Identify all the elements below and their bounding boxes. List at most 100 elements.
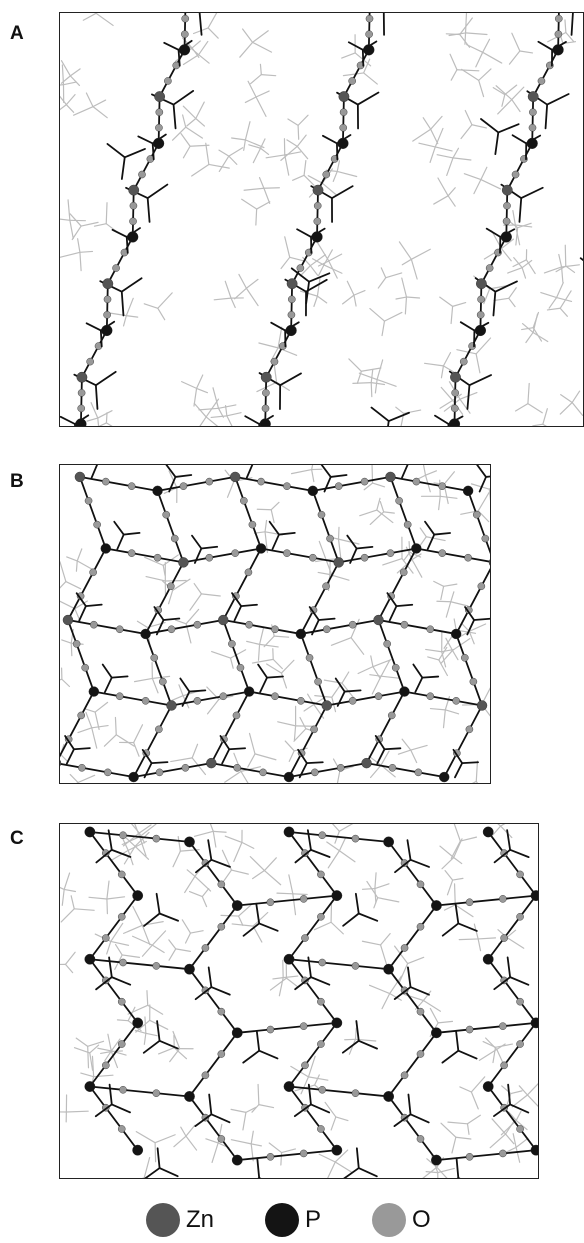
background-bond [521, 267, 527, 279]
background-bond [64, 951, 76, 966]
background-bond [370, 655, 374, 668]
background-bond [565, 31, 575, 43]
phosphate-bond [75, 592, 87, 608]
phosphate-bond [354, 892, 360, 915]
background-bond [292, 893, 308, 896]
background-bond [127, 1004, 149, 1015]
background-bond [460, 124, 473, 140]
oxygen-atom [313, 201, 322, 210]
background-bond [141, 924, 151, 946]
background-bond [361, 940, 382, 946]
background-bond [478, 79, 485, 98]
background-bond [257, 1083, 260, 1106]
oxygen-atom [516, 997, 524, 1006]
phosphorus-atom [331, 1017, 343, 1029]
background-bond [85, 92, 94, 108]
background-bond [98, 422, 108, 426]
oxygen-atom [155, 123, 163, 132]
oxygen-atom [217, 1050, 226, 1058]
phosphate-bond [293, 1103, 312, 1118]
atom-legend: Zn P O [0, 1200, 584, 1240]
legend-item-p: P [265, 1200, 321, 1240]
background-bond [123, 924, 143, 934]
background-bond [478, 68, 492, 81]
phosphate-bond [394, 858, 412, 874]
background-bond [212, 387, 220, 409]
phosphate-bond [110, 675, 129, 679]
phosphate-bond [434, 414, 450, 425]
phosphate-bond [84, 603, 103, 608]
oxygen-atom [152, 834, 161, 843]
background-bond [207, 27, 219, 39]
oxygen-atom [112, 264, 120, 272]
oxygen-atom [387, 711, 396, 720]
phosphate-bond [478, 476, 487, 493]
zinc-atom [128, 184, 140, 196]
phosphate-bond [110, 1103, 131, 1114]
background-bond [157, 1047, 175, 1055]
background-bond [458, 938, 479, 941]
background-bond [259, 147, 270, 156]
phosphorus-atom [331, 890, 343, 901]
phosphate-bond [493, 1103, 512, 1117]
background-bond [565, 265, 576, 274]
oxygen-atom [317, 912, 325, 921]
background-bond [446, 879, 454, 896]
phosphate-bond [509, 976, 530, 986]
background-bond [193, 582, 203, 595]
background-bond [229, 649, 247, 659]
phosphorus-atom [285, 324, 297, 337]
oxygen-atom [167, 582, 175, 591]
oxygen-atom [217, 1135, 226, 1143]
background-bond [177, 836, 181, 852]
framework-bond [144, 633, 173, 707]
oxygen-atom [412, 477, 421, 486]
background-bond [330, 1116, 337, 1131]
background-bond [207, 13, 218, 29]
oxygen-atom [81, 663, 89, 672]
background-bond [228, 155, 238, 165]
background-bond [175, 948, 191, 952]
phosphate-bond [457, 922, 478, 932]
phosphate-bond [103, 676, 113, 693]
background-bond [436, 154, 454, 159]
oxygen-atom [153, 553, 162, 562]
phosphate-bond [245, 465, 254, 479]
phosphate-bond [342, 912, 360, 927]
phosphorus-atom [231, 1027, 243, 1039]
phosphorus-atom [399, 686, 410, 697]
oxygen-atom [416, 1050, 425, 1058]
oxygen-atom [426, 692, 435, 701]
phosphate-bond [357, 1039, 378, 1050]
background-bond [323, 249, 333, 266]
panel-a-foreground-chains [60, 13, 583, 426]
phosphate-bond [156, 1020, 161, 1042]
background-bond [371, 482, 386, 488]
phosphate-bond [310, 848, 331, 858]
background-bond [402, 993, 425, 1002]
background-bond [398, 241, 412, 260]
background-bond [515, 1110, 522, 1122]
phosphate-bond [466, 619, 475, 636]
phosphate-bond [343, 689, 362, 693]
oxygen-atom [351, 1089, 360, 1097]
phosphate-bond [210, 986, 231, 996]
legend-item-zn: Zn [146, 1200, 214, 1240]
background-bond [252, 911, 269, 927]
background-bond [453, 618, 457, 631]
oxygen-atom [386, 549, 395, 557]
background-bond [376, 378, 397, 387]
phosphate-bond [494, 131, 500, 156]
oxygen-atom [554, 30, 563, 38]
background-bond [331, 824, 340, 832]
panel-c-foreground-network [84, 826, 538, 1178]
background-bond [265, 154, 286, 159]
background-bond [459, 1086, 472, 1093]
background-bond [70, 895, 75, 910]
oxygen-atom [400, 1071, 409, 1080]
phosphorus-atom [383, 963, 395, 975]
framework-bond [506, 142, 534, 192]
background-bond [521, 259, 533, 269]
background-bond [139, 836, 147, 857]
background-bond [237, 915, 244, 927]
